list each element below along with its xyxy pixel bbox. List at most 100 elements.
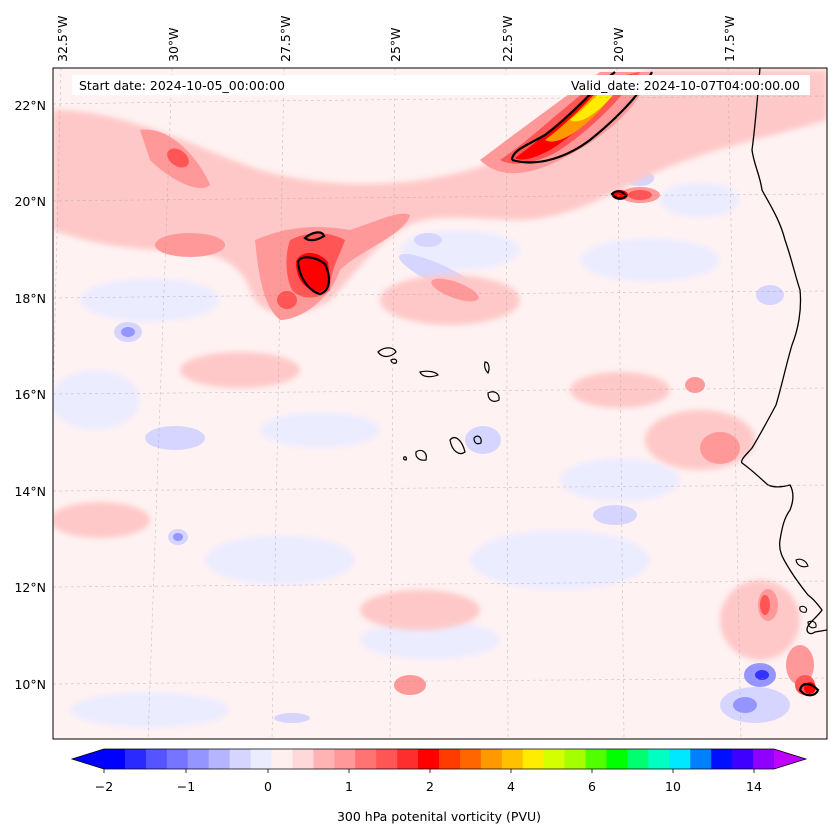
pv-blob — [645, 410, 755, 470]
pv-blob — [121, 327, 135, 337]
colorbar-cell — [250, 749, 273, 769]
annotation-box — [72, 75, 810, 95]
colorbar-cell — [669, 749, 691, 769]
island-coast — [487, 391, 500, 402]
west-africa-coastline — [740, 68, 827, 635]
colorbar-cell — [104, 749, 126, 769]
pv-blob — [360, 590, 480, 630]
colorbar-cell — [711, 749, 733, 769]
colorbar-title: 300 hPa potenital vorticity (PVU) — [337, 809, 541, 824]
colorbar-cell — [648, 749, 670, 769]
parallel-line — [52, 95, 828, 105]
island-coast — [403, 456, 407, 461]
pv-negative-medium — [114, 170, 790, 723]
lon-label: 32.5°W — [55, 16, 70, 62]
island-coast — [473, 435, 482, 445]
pv-blob — [155, 233, 225, 257]
pv-blob — [180, 352, 300, 388]
colorbar-tick-label: 6 — [588, 779, 596, 794]
colorbar-cell — [543, 749, 566, 769]
colorbar-over-arrow — [774, 749, 806, 769]
pv-blob — [580, 238, 720, 282]
parallel-line — [52, 193, 828, 202]
lat-label: 20°N — [14, 194, 46, 209]
colorbar-tick-label: 4 — [507, 779, 515, 794]
lon-label: 27.5°W — [278, 16, 293, 62]
valid-date-label: Valid_date: 2024-10-07T04:00:00.00 — [571, 78, 800, 93]
pv-blob — [593, 505, 637, 525]
meridian-line — [389, 67, 396, 740]
island-coast — [449, 437, 466, 455]
meridian-line — [727, 67, 742, 740]
pv-blob — [380, 275, 520, 325]
lat-label: 12°N — [14, 580, 46, 595]
parallel-line — [52, 677, 828, 685]
map-panel: Start date: 2024-10-05_00:00:00 Valid_da… — [52, 67, 828, 740]
colorbar-cell — [124, 749, 147, 769]
colorbar: −2 −1 0 1 2 4 6 10 14 300 hPa potenital … — [70, 748, 808, 824]
colorbar-cell — [376, 749, 398, 769]
colorbar-cell — [690, 749, 712, 769]
pv-blob — [414, 233, 442, 247]
colorbar-cell — [271, 749, 294, 769]
pv-band — [53, 70, 827, 314]
island-coast — [390, 358, 398, 364]
colorbar-tick-label: −2 — [95, 779, 113, 794]
colorbar-tick-labels: −2 −1 0 1 2 4 6 10 14 — [95, 779, 762, 794]
pv-blob — [465, 426, 501, 454]
pv-blob — [755, 670, 769, 680]
meridian-line — [616, 67, 625, 740]
island-coast — [799, 605, 808, 613]
parallel-line — [52, 484, 828, 492]
colorbar-cell — [334, 749, 356, 769]
latitude-labels: 22°N 20°N 18°N 16°N 14°N 12°N 10°N — [14, 98, 46, 692]
lon-label: 25°W — [388, 27, 403, 62]
pv-blob — [53, 370, 140, 430]
pv-blob — [560, 458, 680, 502]
colorbar-cell — [292, 749, 314, 769]
colorbar-ticks — [103, 769, 755, 773]
pv-negative-strong — [121, 327, 776, 713]
pv-blob — [570, 372, 670, 408]
pv-positive-light — [53, 70, 827, 660]
colorbar-cell — [753, 749, 775, 769]
colorbar-tick-label: 1 — [345, 779, 353, 794]
colorbar-cell — [480, 749, 503, 769]
lon-label: 20°W — [611, 27, 626, 62]
colorbar-tick-label: 10 — [665, 779, 681, 794]
pv-blob — [167, 148, 189, 168]
pv-field — [53, 68, 827, 728]
meridian-line — [271, 67, 285, 740]
pv-blob — [628, 190, 652, 200]
pv-blob — [685, 377, 705, 393]
colorbar-cell — [187, 749, 210, 769]
lon-label: 30°W — [166, 27, 181, 62]
cape-verde-islands — [377, 347, 500, 461]
parallel-line — [52, 387, 828, 395]
colorbar-cell — [606, 749, 629, 769]
lat-label: 18°N — [14, 291, 46, 306]
pv-blob — [80, 278, 220, 322]
pv-blob — [700, 432, 740, 464]
pv-contour — [798, 682, 820, 697]
colorbar-outline — [70, 748, 808, 770]
pv-blob — [274, 713, 310, 723]
colorbar-tick-label: 2 — [426, 779, 434, 794]
pv-blob — [660, 182, 740, 218]
colorbar-tick-label: 14 — [746, 779, 762, 794]
colorbar-cell — [732, 749, 754, 769]
pv-blob — [470, 530, 650, 590]
pv-contour — [610, 190, 628, 200]
meridian-line — [505, 67, 509, 740]
pv-negative-light — [53, 182, 740, 728]
pv-blob — [360, 620, 500, 660]
island-coast — [484, 361, 490, 375]
colorbar-cell — [564, 749, 587, 769]
colorbar-cells — [104, 749, 775, 769]
lat-label: 14°N — [14, 484, 46, 499]
pv-blob — [145, 426, 205, 450]
colorbar-cell — [208, 749, 231, 769]
meridian-line — [147, 67, 173, 740]
colorbar-cell — [397, 749, 419, 769]
